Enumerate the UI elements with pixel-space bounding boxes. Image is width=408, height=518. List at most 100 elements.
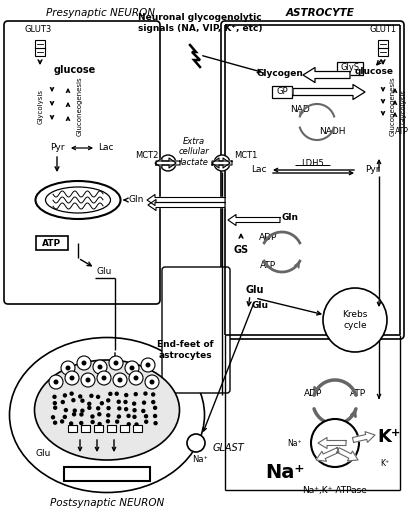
Polygon shape	[293, 84, 365, 99]
Text: glucose: glucose	[54, 65, 96, 75]
Text: ATP: ATP	[42, 238, 62, 248]
Text: Lac: Lac	[98, 143, 114, 152]
Polygon shape	[212, 158, 232, 168]
Bar	[36, 236, 68, 250]
Circle shape	[73, 408, 77, 413]
Text: GLUT1: GLUT1	[369, 25, 397, 35]
Circle shape	[311, 419, 359, 467]
Bar	[35, 40, 45, 56]
Circle shape	[79, 421, 84, 425]
Text: Krebs
cycle: Krebs cycle	[342, 310, 368, 329]
Circle shape	[132, 408, 137, 412]
Polygon shape	[353, 431, 375, 442]
Polygon shape	[156, 158, 176, 168]
Circle shape	[71, 398, 75, 402]
Text: ATP: ATP	[260, 261, 276, 269]
Text: Glu: Glu	[35, 450, 51, 458]
Text: Gln: Gln	[282, 213, 299, 223]
Text: Lac: Lac	[251, 165, 267, 175]
Circle shape	[97, 412, 102, 416]
Text: ADP: ADP	[259, 234, 277, 242]
Text: Neuronal glycogenolytic
signals (NA, VIP, K⁺, etc): Neuronal glycogenolytic signals (NA, VIP…	[138, 13, 262, 33]
Text: Gluconeogenesis: Gluconeogenesis	[390, 76, 396, 136]
Circle shape	[98, 365, 102, 369]
Text: Glu: Glu	[246, 285, 264, 295]
Text: Gluconeogenesis: Gluconeogenesis	[77, 76, 83, 136]
Circle shape	[52, 395, 57, 399]
Circle shape	[53, 406, 58, 410]
Circle shape	[91, 420, 95, 424]
Circle shape	[53, 380, 58, 384]
Polygon shape	[337, 448, 358, 461]
Circle shape	[149, 380, 155, 384]
Circle shape	[133, 376, 138, 381]
Bar	[120, 424, 129, 431]
Polygon shape	[155, 158, 180, 168]
Circle shape	[133, 392, 138, 396]
Circle shape	[82, 361, 86, 366]
Text: End-feet of
astrocytes: End-feet of astrocytes	[157, 340, 213, 359]
Circle shape	[77, 356, 91, 370]
Bar	[80, 424, 89, 431]
Circle shape	[118, 378, 122, 382]
Circle shape	[106, 419, 110, 424]
Circle shape	[51, 415, 55, 420]
Circle shape	[49, 375, 63, 389]
FancyBboxPatch shape	[4, 21, 160, 304]
Circle shape	[145, 375, 159, 389]
Polygon shape	[147, 194, 225, 206]
Text: ATP: ATP	[350, 388, 366, 397]
Text: Glycolysis: Glycolysis	[38, 89, 44, 123]
Text: MCT1: MCT1	[234, 151, 257, 160]
Circle shape	[61, 361, 75, 375]
Polygon shape	[316, 448, 339, 462]
Text: Pyr: Pyr	[365, 165, 379, 175]
Circle shape	[53, 401, 57, 406]
Circle shape	[81, 373, 95, 387]
Circle shape	[106, 398, 111, 402]
Circle shape	[93, 360, 107, 374]
Circle shape	[144, 420, 149, 424]
Circle shape	[102, 376, 106, 381]
Ellipse shape	[35, 360, 180, 460]
Circle shape	[124, 393, 129, 397]
Circle shape	[96, 406, 100, 410]
Circle shape	[126, 414, 131, 418]
Circle shape	[60, 419, 64, 424]
Text: Na⁺,K⁺-ATPase: Na⁺,K⁺-ATPase	[303, 485, 368, 495]
Circle shape	[66, 366, 71, 370]
Text: Glu: Glu	[252, 300, 269, 309]
Circle shape	[64, 408, 68, 412]
Circle shape	[69, 421, 73, 426]
Circle shape	[63, 393, 67, 398]
Text: Na⁺: Na⁺	[265, 464, 305, 482]
Circle shape	[61, 400, 65, 404]
Text: MCT2: MCT2	[135, 151, 158, 160]
Circle shape	[115, 392, 119, 396]
Bar	[93, 424, 102, 431]
Bar	[67, 424, 77, 431]
Text: ADP: ADP	[304, 388, 322, 397]
Circle shape	[323, 288, 387, 352]
Text: Extra
cellular
lactate: Extra cellular lactate	[179, 137, 209, 167]
Circle shape	[187, 434, 205, 452]
Circle shape	[69, 392, 74, 396]
Circle shape	[153, 414, 157, 418]
Polygon shape	[212, 158, 230, 168]
Circle shape	[113, 361, 118, 366]
Bar	[378, 40, 388, 56]
Circle shape	[151, 392, 155, 397]
Circle shape	[98, 422, 102, 426]
Circle shape	[134, 422, 139, 427]
Circle shape	[79, 412, 84, 416]
Polygon shape	[318, 438, 346, 449]
Bar	[64, 467, 150, 481]
Circle shape	[96, 395, 100, 399]
Text: Na⁺: Na⁺	[192, 455, 208, 465]
Circle shape	[87, 406, 91, 410]
Polygon shape	[303, 67, 350, 82]
Text: Pyr: Pyr	[50, 143, 64, 152]
Circle shape	[146, 363, 151, 367]
Circle shape	[151, 400, 155, 404]
Text: Glycogen: Glycogen	[257, 68, 304, 78]
